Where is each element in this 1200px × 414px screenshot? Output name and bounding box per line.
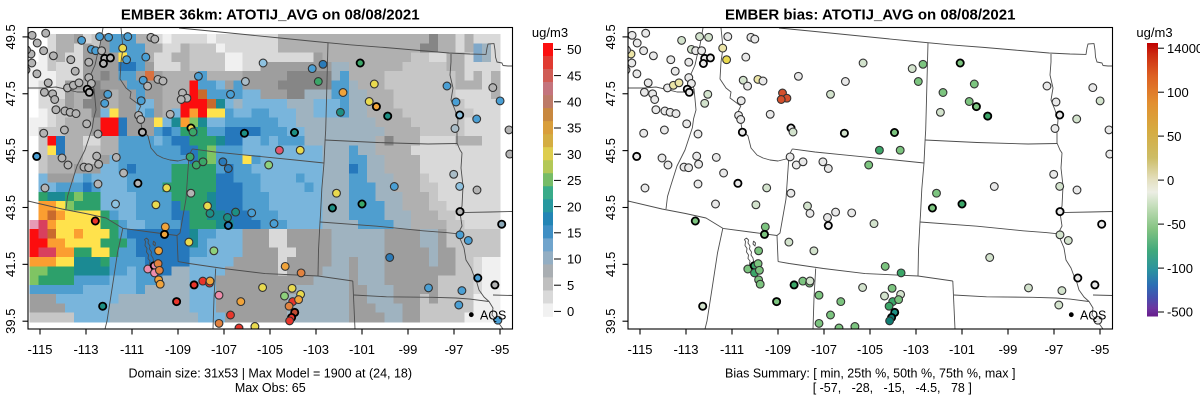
svg-text:-111: -111 — [120, 342, 144, 357]
svg-text:-105: -105 — [257, 342, 283, 357]
svg-text:EMBER bias: ATOTIJ_AVG on 08/0: EMBER bias: ATOTIJ_AVG on 08/08/2021 — [725, 7, 1015, 24]
svg-text:AQS: AQS — [1080, 309, 1106, 323]
svg-text:-107: -107 — [811, 342, 837, 357]
svg-text:-115: -115 — [27, 342, 52, 357]
svg-text:Domain size: 31x53 | Max Model: Domain size: 31x53 | Max Model = 1900 at… — [128, 367, 412, 381]
svg-text:-105: -105 — [857, 342, 883, 357]
svg-text:-100: -100 — [1167, 261, 1193, 276]
svg-text:-97: -97 — [445, 342, 464, 357]
svg-text:35: 35 — [567, 121, 581, 136]
svg-text:14000: 14000 — [1167, 41, 1200, 56]
svg-text:49.5: 49.5 — [3, 24, 18, 49]
svg-text:Bias Summary: [ min, 25th %, 5: Bias Summary: [ min, 25th %, 50th %, 75t… — [725, 367, 1015, 381]
svg-text:41.5: 41.5 — [603, 252, 618, 277]
svg-text:49.5: 49.5 — [603, 24, 618, 49]
svg-text:-99: -99 — [399, 342, 418, 357]
svg-text:45: 45 — [567, 68, 581, 83]
svg-text:0: 0 — [567, 304, 574, 319]
svg-text:0: 0 — [1167, 173, 1174, 188]
svg-text:5: 5 — [567, 278, 574, 293]
svg-text:-107: -107 — [211, 342, 237, 357]
svg-text:AQS: AQS — [480, 309, 506, 323]
svg-text:-113: -113 — [673, 342, 698, 357]
svg-text:20: 20 — [567, 199, 581, 214]
svg-text:30: 30 — [567, 147, 581, 162]
svg-text:47.5: 47.5 — [603, 81, 618, 106]
svg-text:ug/m3: ug/m3 — [532, 25, 568, 40]
svg-text:EMBER 36km: ATOTIJ_AVG on 08/0: EMBER 36km: ATOTIJ_AVG on 08/08/2021 — [121, 7, 420, 24]
svg-text:-50: -50 — [1167, 217, 1186, 232]
svg-text:40: 40 — [567, 95, 581, 110]
svg-text:39.5: 39.5 — [3, 309, 18, 334]
svg-text:25: 25 — [567, 173, 581, 188]
svg-text:Max Obs: 65: Max Obs: 65 — [235, 381, 306, 395]
svg-text:43.5: 43.5 — [3, 195, 18, 220]
svg-text:45.5: 45.5 — [3, 138, 18, 163]
svg-text:-95: -95 — [1091, 342, 1110, 357]
svg-text:-95: -95 — [491, 342, 510, 357]
svg-text:15: 15 — [567, 226, 581, 241]
svg-text:39.5: 39.5 — [603, 309, 618, 334]
svg-text:-500: -500 — [1167, 305, 1193, 320]
svg-text:10: 10 — [567, 252, 581, 267]
svg-text:-109: -109 — [165, 342, 191, 357]
svg-text:43.5: 43.5 — [603, 195, 618, 220]
svg-text:-113: -113 — [73, 342, 98, 357]
svg-text:45.5: 45.5 — [603, 138, 618, 163]
svg-text:ug/m3: ug/m3 — [1136, 25, 1172, 40]
svg-text:-101: -101 — [349, 342, 375, 357]
svg-text:-99: -99 — [999, 342, 1018, 357]
svg-text:-109: -109 — [765, 342, 791, 357]
svg-text:50: 50 — [1167, 129, 1181, 144]
svg-text:47.5: 47.5 — [3, 81, 18, 106]
svg-text:-103: -103 — [903, 342, 929, 357]
svg-text:-101: -101 — [949, 342, 975, 357]
svg-text:-103: -103 — [303, 342, 329, 357]
svg-text:50: 50 — [567, 42, 581, 57]
svg-text:-111: -111 — [720, 342, 744, 357]
svg-text:41.5: 41.5 — [3, 252, 18, 277]
svg-text:-97: -97 — [1045, 342, 1064, 357]
svg-text:[ -57, -28, -15, -4.5,: [ -57, -28, -15, -4.5, 78 ] — [813, 381, 972, 395]
svg-text:-115: -115 — [627, 342, 652, 357]
svg-text:100: 100 — [1167, 85, 1189, 100]
